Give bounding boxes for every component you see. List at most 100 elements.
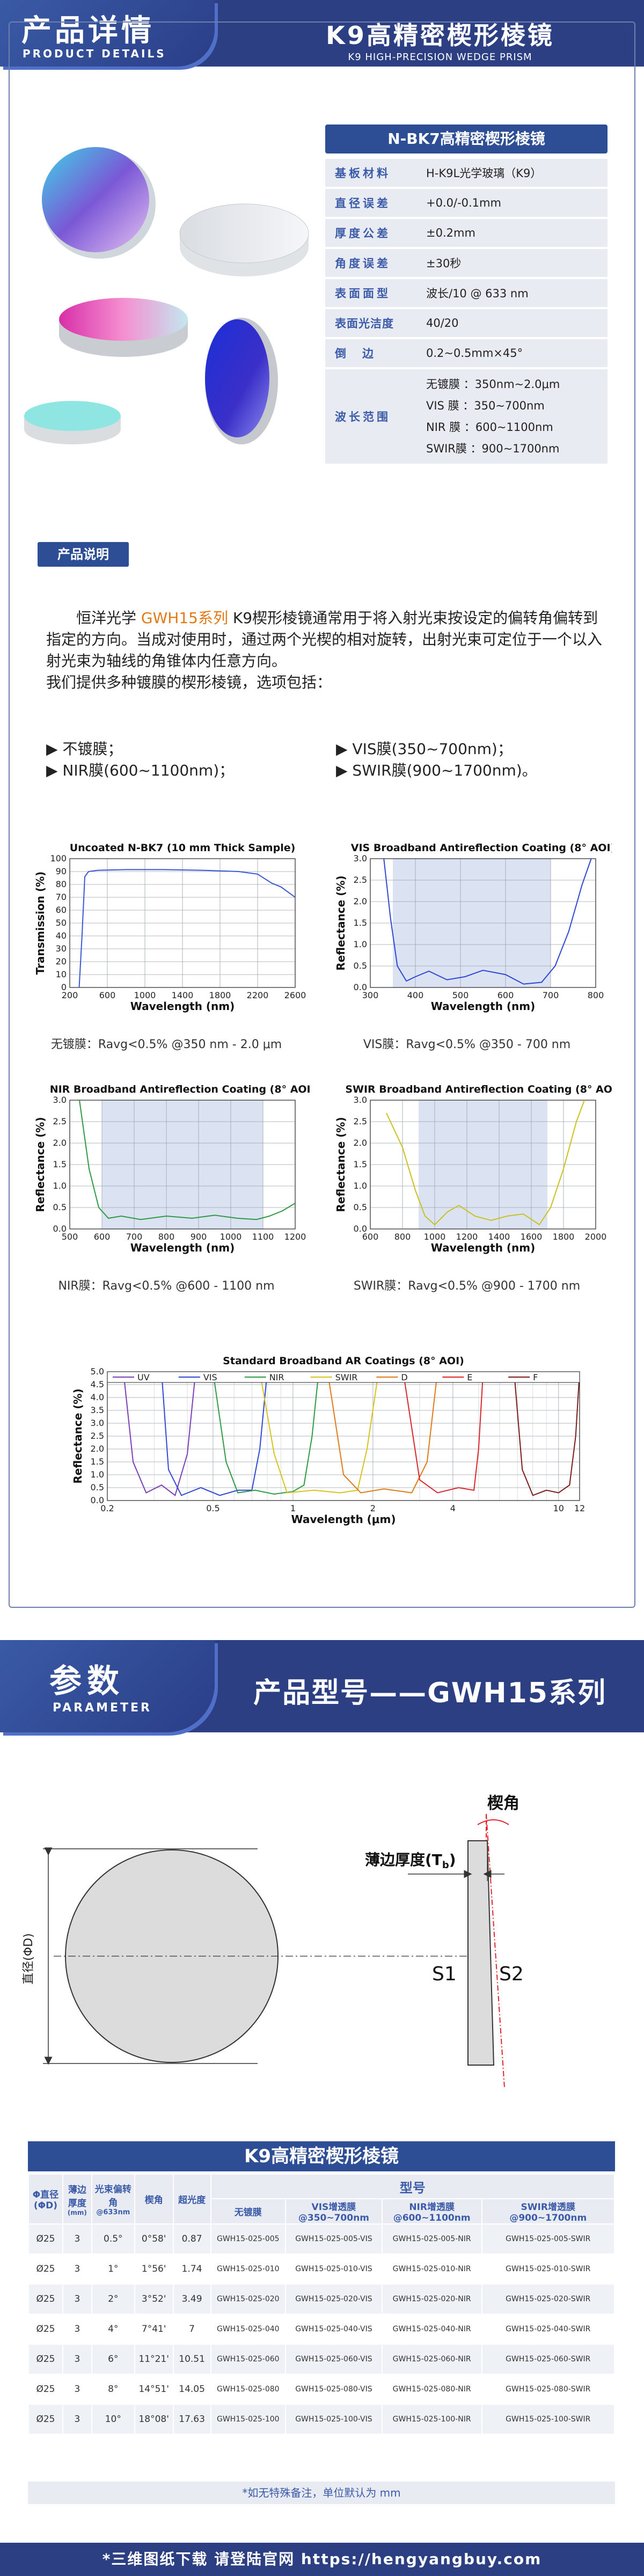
x-tick-label: 800: [394, 1232, 411, 1242]
y-tick-label: 0.5: [53, 1202, 67, 1212]
x-tick-label: 700: [543, 990, 559, 1000]
y-tick-label: 10: [56, 969, 67, 979]
edge-thickness-subscript: b: [442, 1860, 449, 1871]
y-tick-label: 60: [56, 905, 67, 915]
spec-value: ±30秒: [416, 249, 608, 277]
table-cell: 18°08': [134, 2404, 174, 2435]
col-subheader: SWIR增透膜 @900~1700nm: [481, 2198, 616, 2224]
col-header: 薄边厚度 (mm): [62, 2174, 92, 2224]
y-axis-label: Reflectance (%): [334, 1117, 347, 1212]
model-number-cell: GWH15-025-060: [210, 2344, 287, 2375]
x-tick-label: 2600: [284, 990, 306, 1000]
y-tick-label: 0.0: [354, 982, 367, 992]
y-tick-label: 0.0: [354, 1224, 367, 1234]
table-cell: 0°58': [134, 2223, 174, 2255]
chart-vis-ar: VIS Broadband Antireflection Coating (8°…: [334, 842, 612, 1013]
y-tick-label: 1.0: [354, 939, 367, 949]
param-subtitle: PARAMETER: [53, 1701, 152, 1715]
footer-download-link[interactable]: *三维图纸下载 请登陆官网 https://hengyangbuy.com: [0, 2543, 644, 2576]
x-tick-label: 2200: [247, 990, 269, 1000]
wedge-angle-arc: [477, 1819, 509, 1825]
x-tick-label: 1200: [284, 1232, 306, 1242]
table-row: Ø25 3 1° 1°56' 1.74 GWH15-025-010 GWH15-025-01…: [28, 2253, 616, 2285]
y-tick-label: 1.0: [53, 1181, 67, 1191]
model-number-cell: GWH15-025-040-SWIR: [481, 2314, 616, 2345]
spec-row: 厚度公差 ±0.2mm: [325, 219, 608, 247]
model-number-cell: GWH15-025-020-NIR: [381, 2284, 482, 2315]
table-header-row: Φ直径(ΦD) 薄边厚度 (mm) 光束偏转角 @633nm 楔角 超光度 型号: [28, 2174, 616, 2224]
series-line-f: [513, 1372, 580, 1496]
x-axis-label: Wavelength (nm): [130, 1241, 235, 1254]
y-tick-label: 1.5: [354, 1159, 367, 1169]
x-tick-label: 4: [450, 1503, 456, 1513]
model-number-cell: GWH15-025-060-NIR: [381, 2344, 482, 2375]
y-axis-label: Reflectance (%): [71, 1388, 84, 1483]
series-line-d: [327, 1372, 438, 1494]
spec-heading: N-BK7高精密楔形棱镜: [325, 125, 608, 153]
prism-clear: [179, 203, 309, 276]
spec-value: ±0.2mm: [416, 219, 608, 247]
option-item: ▶ 不镀膜；: [46, 740, 123, 758]
y-tick-label: 1.0: [91, 1469, 104, 1480]
x-tick-label: 600: [94, 1232, 111, 1242]
wedge-diagram: 直径(ΦD) 楔角 薄边厚度(Tb) S1 S2: [22, 1794, 524, 2088]
param-title: 参数: [49, 1663, 125, 1700]
x-tick-label: 1800: [209, 990, 231, 1000]
spec-row: 角度误差 ±30秒: [325, 249, 608, 277]
model-number-cell: GWH15-025-010-VIS: [285, 2253, 383, 2285]
series-line-nir: [212, 1372, 319, 1495]
legend-label: VIS: [203, 1372, 217, 1382]
range-line: 无镀膜 ：350nm~2.0μm: [426, 378, 560, 391]
wedge-axis-line: [486, 1813, 505, 2088]
edge-thickness-label: 薄边厚度(Tb): [365, 1851, 456, 1871]
table-cell: 10°: [91, 2404, 135, 2435]
prism-blue: [205, 318, 278, 444]
series-highlight: GWH15系列: [141, 609, 228, 627]
series-line-e: [402, 1372, 484, 1494]
table-cell: 6°: [91, 2344, 135, 2375]
description-body: K9楔形棱镜通常用于将入射光束按设定的偏转角偏转到指定的方向。当成对使用时，通过…: [46, 609, 603, 670]
table-row: Ø25 3 2° 3°52' 3.49 GWH15-025-020 GWH15-025-02…: [28, 2284, 616, 2315]
col-subheader: 无镀膜: [210, 2198, 287, 2224]
plot-frame: [69, 1100, 296, 1230]
x-tick-label: 500: [62, 1232, 78, 1242]
diameter-label: 直径(ΦD): [22, 1933, 35, 1984]
y-axis-label: Transmission (%): [34, 872, 47, 975]
table-cell: 1.74: [172, 2253, 211, 2285]
model-number-cell: GWH15-025-020: [210, 2284, 287, 2315]
prism-iridescent: [42, 147, 156, 259]
table-cell: 10.51: [172, 2344, 211, 2375]
col-subheader: NIR增透膜 @600~1100nm: [381, 2198, 482, 2224]
spec-key: 倒边: [325, 339, 416, 367]
y-tick-label: 4.5: [91, 1379, 104, 1389]
y-tick-label: 2.5: [53, 1116, 67, 1126]
y-tick-label: 0.5: [354, 961, 367, 971]
chart-caption: VIS膜：Ravg<0.5% @350 - 700 nm: [363, 1038, 571, 1051]
x-tick-label: 400: [407, 990, 424, 1000]
y-tick-label: 1.5: [354, 918, 367, 928]
chart-caption: NIR膜：Ravg<0.5% @600 - 1100 nm: [58, 1279, 275, 1293]
model-number-cell: GWH15-025-005: [210, 2223, 287, 2255]
prism-side-view: [467, 1840, 495, 2066]
x-tick-label: 800: [158, 1232, 175, 1242]
x-tick-label: 500: [452, 990, 469, 1000]
spec-value: +0.0/-0.1mm: [416, 189, 608, 217]
table-cell: Ø25: [28, 2374, 63, 2405]
table-cell: Ø25: [28, 2404, 63, 2435]
spec-key: 厚度公差: [325, 219, 416, 247]
x-tick-label: 1000: [424, 1232, 446, 1242]
option-item: ▶ SWIR膜(900~1700nm)。: [336, 762, 537, 779]
col-header-unit: @633nm: [96, 2208, 130, 2216]
range-line: SWIR膜 ：900~1700nm: [426, 442, 560, 455]
spec-table: 基板材料 H-K9L光学玻璃（K9） 直径误差 +0.0/-0.1mm 厚度公差 ±0…: [325, 157, 608, 466]
spec-row: 基板材料 H-K9L光学玻璃（K9）: [325, 159, 608, 187]
y-tick-label: 2.5: [354, 1116, 367, 1126]
spec-key: 角度误差: [325, 249, 416, 277]
y-tick-label: 3.0: [354, 1095, 367, 1105]
model-number-cell: GWH15-025-005-NIR: [381, 2223, 482, 2255]
y-tick-label: 0.5: [354, 1202, 367, 1212]
y-tick-label: 3.5: [91, 1405, 104, 1415]
table-row: Ø25 3 0.5° 0°58' 0.87 GWH15-025-005 GWH15-025-…: [28, 2223, 616, 2255]
x-tick-label: 1000: [220, 1232, 242, 1242]
header-subtitle: PRODUCT DETAILS: [23, 47, 166, 60]
